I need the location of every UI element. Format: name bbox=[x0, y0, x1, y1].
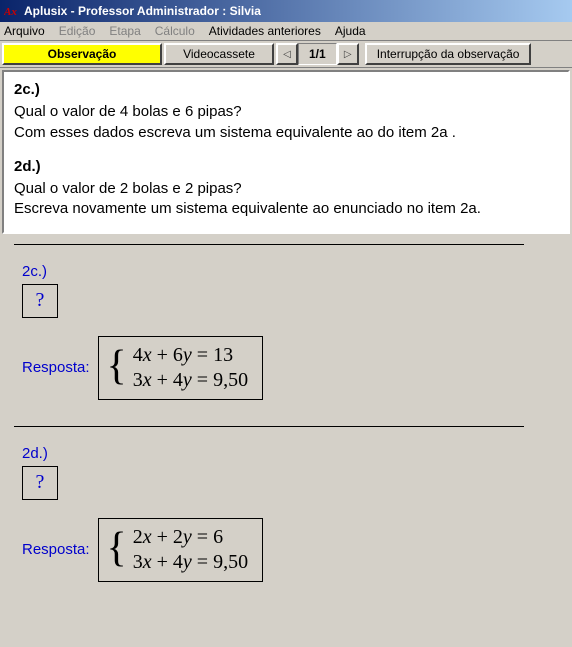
equation-system-2d: 2x + 2y = 6 3x + 4y = 9,50 bbox=[133, 525, 248, 575]
work-2c-question-box[interactable]: ? bbox=[22, 284, 58, 318]
answer-box-2d[interactable]: { 2x + 2y = 6 3x + 4y = 9,50 bbox=[98, 518, 264, 582]
work-area: 2c.) ? Resposta: { 4x + 6y = 13 3x + 4y … bbox=[0, 234, 572, 628]
next-page-button[interactable]: ▷ bbox=[337, 43, 359, 65]
chevron-left-icon: ◁ bbox=[283, 49, 291, 60]
observacao-button[interactable]: Observação bbox=[2, 43, 162, 65]
answer-box-2c[interactable]: { 4x + 6y = 13 3x + 4y = 9,50 bbox=[98, 336, 264, 400]
equation-2d-1: 2x + 2y = 6 bbox=[133, 525, 248, 550]
window-title: Aplusix - Professor Administrador : Silv… bbox=[24, 4, 261, 18]
question-2c-head: 2c.) bbox=[14, 80, 558, 100]
brace-icon: { bbox=[107, 348, 127, 386]
divider bbox=[14, 426, 524, 427]
question-2d-line1: Qual o valor de 2 bolas e 2 pipas? bbox=[14, 179, 558, 199]
menu-etapa: Etapa bbox=[109, 24, 140, 38]
prev-page-button[interactable]: ◁ bbox=[276, 43, 298, 65]
page-indicator: 1/1 bbox=[298, 43, 337, 65]
menu-arquivo[interactable]: Arquivo bbox=[4, 24, 45, 38]
response-row-2d: Resposta: { 2x + 2y = 6 3x + 4y = 9,50 bbox=[22, 518, 558, 582]
chevron-right-icon: ▷ bbox=[344, 49, 352, 60]
app-icon: Ax bbox=[4, 3, 20, 19]
response-row-2c: Resposta: { 4x + 6y = 13 3x + 4y = 9,50 bbox=[22, 336, 558, 400]
resposta-label-2c: Resposta: bbox=[22, 359, 90, 376]
part-2d-label: 2d.) bbox=[22, 445, 558, 462]
equation-2c-2: 3x + 4y = 9,50 bbox=[133, 368, 248, 393]
question-2d-line2: Escreva novamente um sistema equivalente… bbox=[14, 199, 558, 219]
toolbar: Observação Videocassete ◁ 1/1 ▷ Interrup… bbox=[0, 41, 572, 68]
interrupcao-button[interactable]: Interrupção da observação bbox=[365, 43, 532, 65]
brace-icon: { bbox=[107, 530, 127, 568]
work-2d-question-box[interactable]: ? bbox=[22, 466, 58, 500]
question-2c-line2: Com esses dados escreva um sistema equiv… bbox=[14, 123, 558, 143]
title-bar: Ax Aplusix - Professor Administrador : S… bbox=[0, 0, 572, 22]
divider bbox=[14, 244, 524, 245]
menu-ajuda[interactable]: Ajuda bbox=[335, 24, 366, 38]
part-2c-label: 2c.) bbox=[22, 263, 558, 280]
equation-2c-1: 4x + 6y = 13 bbox=[133, 343, 248, 368]
equation-system-2c: 4x + 6y = 13 3x + 4y = 9,50 bbox=[133, 343, 248, 393]
videocassete-button[interactable]: Videocassete bbox=[164, 43, 274, 65]
question-2d-head: 2d.) bbox=[14, 157, 558, 177]
question-pane: 2c.) Qual o valor de 4 bolas e 6 pipas? … bbox=[2, 70, 570, 234]
menu-calculo: Cálculo bbox=[155, 24, 195, 38]
app-icon-glyph: Ax bbox=[4, 6, 17, 18]
equation-2d-2: 3x + 4y = 9,50 bbox=[133, 550, 248, 575]
resposta-label-2d: Resposta: bbox=[22, 541, 90, 558]
menu-bar: Arquivo Edição Etapa Cálculo Atividades … bbox=[0, 22, 572, 41]
menu-edicao: Edição bbox=[59, 24, 96, 38]
menu-atividades-anteriores[interactable]: Atividades anteriores bbox=[209, 24, 321, 38]
question-2c-line1: Qual o valor de 4 bolas e 6 pipas? bbox=[14, 102, 558, 122]
